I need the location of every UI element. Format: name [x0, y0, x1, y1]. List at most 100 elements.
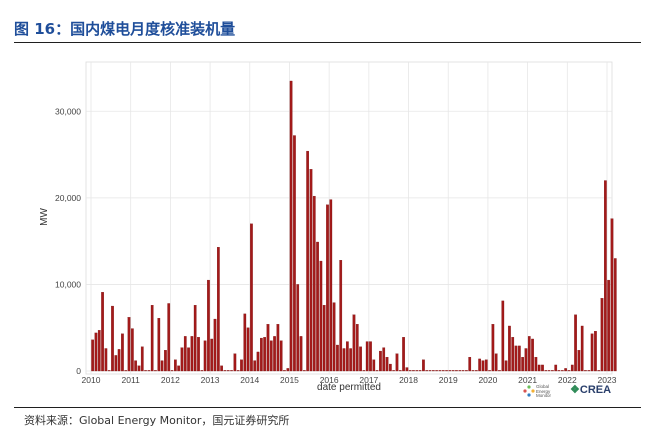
bar [495, 354, 497, 371]
bar [283, 370, 285, 371]
bar [224, 370, 226, 371]
bar [349, 348, 351, 371]
bar [340, 260, 342, 371]
bar [442, 370, 444, 371]
bar [478, 359, 480, 371]
bar [174, 360, 176, 371]
bar [280, 341, 282, 371]
bar [297, 284, 299, 371]
x-tick-label: 2019 [439, 375, 458, 385]
bar [353, 315, 355, 371]
x-axis-label: date permitted [317, 382, 381, 393]
bar [148, 370, 150, 371]
bar [505, 361, 507, 371]
bar [488, 370, 490, 371]
bar [558, 370, 560, 371]
bar [445, 370, 447, 371]
bar [469, 357, 471, 371]
x-tick-label: 2013 [201, 375, 220, 385]
bar [449, 370, 451, 371]
bar [551, 370, 553, 371]
bar [323, 305, 325, 371]
bar [508, 326, 510, 371]
bar [531, 339, 533, 371]
bar [111, 306, 113, 371]
bar [270, 341, 272, 371]
bar [310, 169, 312, 371]
bar [333, 303, 335, 371]
bar [406, 368, 408, 371]
bar [260, 338, 262, 371]
bar [419, 370, 421, 371]
bar [601, 298, 603, 371]
bar [220, 366, 222, 371]
bar [158, 318, 160, 371]
bar [336, 345, 338, 371]
bar [287, 368, 289, 371]
bar [330, 200, 332, 371]
bar [164, 350, 166, 371]
bar [131, 329, 133, 371]
bar [594, 331, 596, 371]
bar [555, 365, 557, 371]
bar [118, 349, 120, 371]
bar [277, 324, 279, 371]
bar [465, 370, 467, 371]
bar [383, 348, 385, 371]
x-tick-label: 2011 [122, 375, 141, 385]
bar [584, 370, 586, 371]
bar [134, 361, 136, 371]
bar [422, 360, 424, 371]
bar [184, 336, 186, 371]
bar [273, 336, 275, 371]
bar [472, 370, 474, 371]
y-tick-label: 0 [76, 366, 81, 376]
bar [392, 370, 394, 371]
bar [402, 337, 404, 371]
bar [439, 370, 441, 371]
bar [518, 346, 520, 371]
bar-chart: 0 10,000 20,000 30,000 2010 2011 2012 2013 2014… [0, 48, 651, 406]
bar [512, 337, 514, 371]
bar [194, 305, 196, 371]
bar [376, 370, 378, 371]
bar [217, 247, 219, 371]
bar [306, 151, 308, 371]
bar [346, 342, 348, 371]
source-divider [14, 407, 641, 408]
bar [409, 370, 411, 371]
bar [574, 315, 576, 371]
bar [568, 370, 570, 371]
bar [379, 351, 381, 371]
bar [214, 319, 216, 371]
plot-panel [86, 62, 612, 374]
bar [187, 348, 189, 371]
bar [475, 370, 477, 371]
bar [168, 303, 170, 371]
source-note: 资料来源：Global Energy Monitor，国元证券研究所 [24, 412, 289, 428]
bar [412, 370, 414, 371]
bar [564, 368, 566, 371]
y-tick-label: 10,000 [55, 279, 81, 289]
bar [426, 370, 428, 371]
bar [435, 370, 437, 371]
bar [571, 365, 573, 371]
bar [204, 341, 206, 371]
bar [181, 348, 183, 371]
bar [359, 347, 361, 371]
bar [98, 330, 100, 371]
bar [369, 342, 371, 371]
bar [389, 364, 391, 371]
bar [485, 360, 487, 371]
x-tick-label: 2012 [161, 375, 180, 385]
bar [535, 357, 537, 371]
bar [247, 328, 249, 371]
bar [459, 370, 461, 371]
bar [227, 370, 229, 371]
bar [267, 324, 269, 371]
chart-container: 0 10,000 20,000 30,000 2010 2011 2012 2013 2014… [0, 48, 651, 406]
bar [396, 354, 398, 371]
bar [207, 280, 209, 371]
bar [211, 339, 213, 371]
bar [578, 350, 580, 371]
